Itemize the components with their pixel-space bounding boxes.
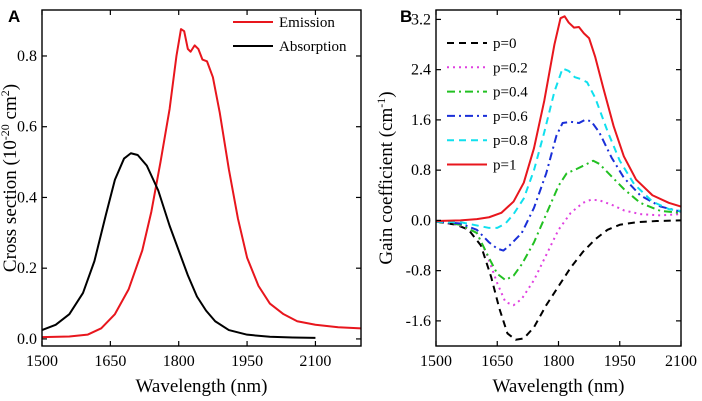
panel-a-y-axis-label: Cross section (10-20 cm2) — [0, 84, 21, 272]
panel-a-y-axis-label-part: cm — [0, 96, 21, 124]
panel-a-y-axis-label-part: Cross section (10 — [0, 140, 21, 272]
panel-b-series-p-1 — [435, 15, 682, 223]
panel-a-y-axis-label-part: -20 — [0, 124, 12, 140]
panel-a-y-tick-label-1: 0.2 — [17, 260, 37, 277]
panel-b-x-tick-label-1800: 1800 — [543, 353, 575, 370]
panel-a-series-absorption — [41, 152, 316, 339]
panel-a-x-tick-label-1800: 1800 — [163, 353, 195, 370]
panel-b-y-tick-label-5: 2.4 — [411, 62, 431, 79]
panel-b-x-tick-label-2100: 2100 — [665, 353, 697, 370]
panel-b-y-axis-label-part: -1 — [374, 98, 388, 108]
panel-a-x-tick-label-1650: 1650 — [94, 353, 126, 370]
panel-b-y-tick-label-6: 3.2 — [411, 11, 431, 28]
panel-a-legend-label-absorption: Absorption — [279, 39, 347, 55]
panel-b-plot-frame — [435, 9, 682, 347]
panel-b-legend-label-p-0-2: p=0.2 — [493, 60, 528, 76]
panel-a-letter: A — [8, 7, 20, 26]
panel-b-legend-label-p-0: p=0 — [493, 36, 516, 52]
panel-a-x-axis-label: Wavelength (nm) — [136, 376, 268, 397]
panel-b-y-tick-label-2: 0.0 — [411, 212, 431, 229]
panel-b-legend-label-p-0-6: p=0.6 — [493, 109, 528, 125]
panel-a: 1500 1650 1800 1950 2100 0.0 0.2 0.4 0.6 0.8 Wavel… — [0, 7, 362, 397]
panel-b-y-tick-label-1: -0.8 — [406, 263, 431, 280]
panel-b: 1500 1650 1800 1950 2100 -1.6 -0.8 0.0 0.8 1.6 2.4… — [374, 7, 697, 397]
panel-b-x-axis-label: Wavelength (nm) — [493, 376, 625, 397]
panel-b-y-axis-label-part: Gain coefficient (cm — [376, 108, 397, 265]
panel-a-y-tick-label-3: 0.6 — [17, 119, 37, 136]
panel-b-y-tick-label-3: 0.8 — [411, 162, 431, 179]
panel-a-y-tick-label-4: 0.8 — [17, 48, 37, 65]
panel-a-y-tick-label-0: 0.0 — [17, 331, 37, 348]
panel-b-letter: B — [400, 7, 412, 26]
panel-a-x-tick-label-1500: 1500 — [26, 353, 58, 370]
panel-b-series-p-0 — [435, 219, 682, 341]
panel-b-x-tick-label-1950: 1950 — [604, 353, 636, 370]
panel-a-x-tick-label-1950: 1950 — [231, 353, 263, 370]
panel-b-legend-label-p-1: p=1 — [493, 158, 516, 174]
panel-b-y-axis-label-part: ) — [376, 91, 397, 97]
panel-a-series-emission — [41, 28, 362, 339]
panel-b-series-p-0-4 — [435, 159, 682, 282]
panel-b-y-axis-label: Gain coefficient (cm-1) — [374, 91, 397, 264]
panel-a-plot-frame — [41, 9, 362, 347]
panel-b-x-tick-label-1500: 1500 — [420, 353, 452, 370]
panel-b-y-tick-label-4: 1.6 — [411, 112, 431, 129]
panel-a-y-axis-label-part: 2 — [0, 90, 12, 96]
panel-a-legend-label-emission: Emission — [279, 15, 335, 31]
panel-b-legend-label-p-0-4: p=0.4 — [493, 85, 528, 101]
panel-b-legend-label-p-0-8: p=0.8 — [493, 133, 528, 149]
panel-a-y-tick-label-2: 0.4 — [17, 189, 37, 206]
panel-b-series-p-0-8 — [435, 67, 682, 229]
panel-b-x-tick-label-1650: 1650 — [481, 353, 513, 370]
panel-b-y-tick-label-0: -1.6 — [406, 313, 431, 330]
panel-b-series-p-0-2 — [435, 198, 682, 307]
panel-a-x-tick-label-2100: 2100 — [299, 353, 331, 370]
panel-a-y-axis-label-part: ) — [0, 84, 21, 90]
